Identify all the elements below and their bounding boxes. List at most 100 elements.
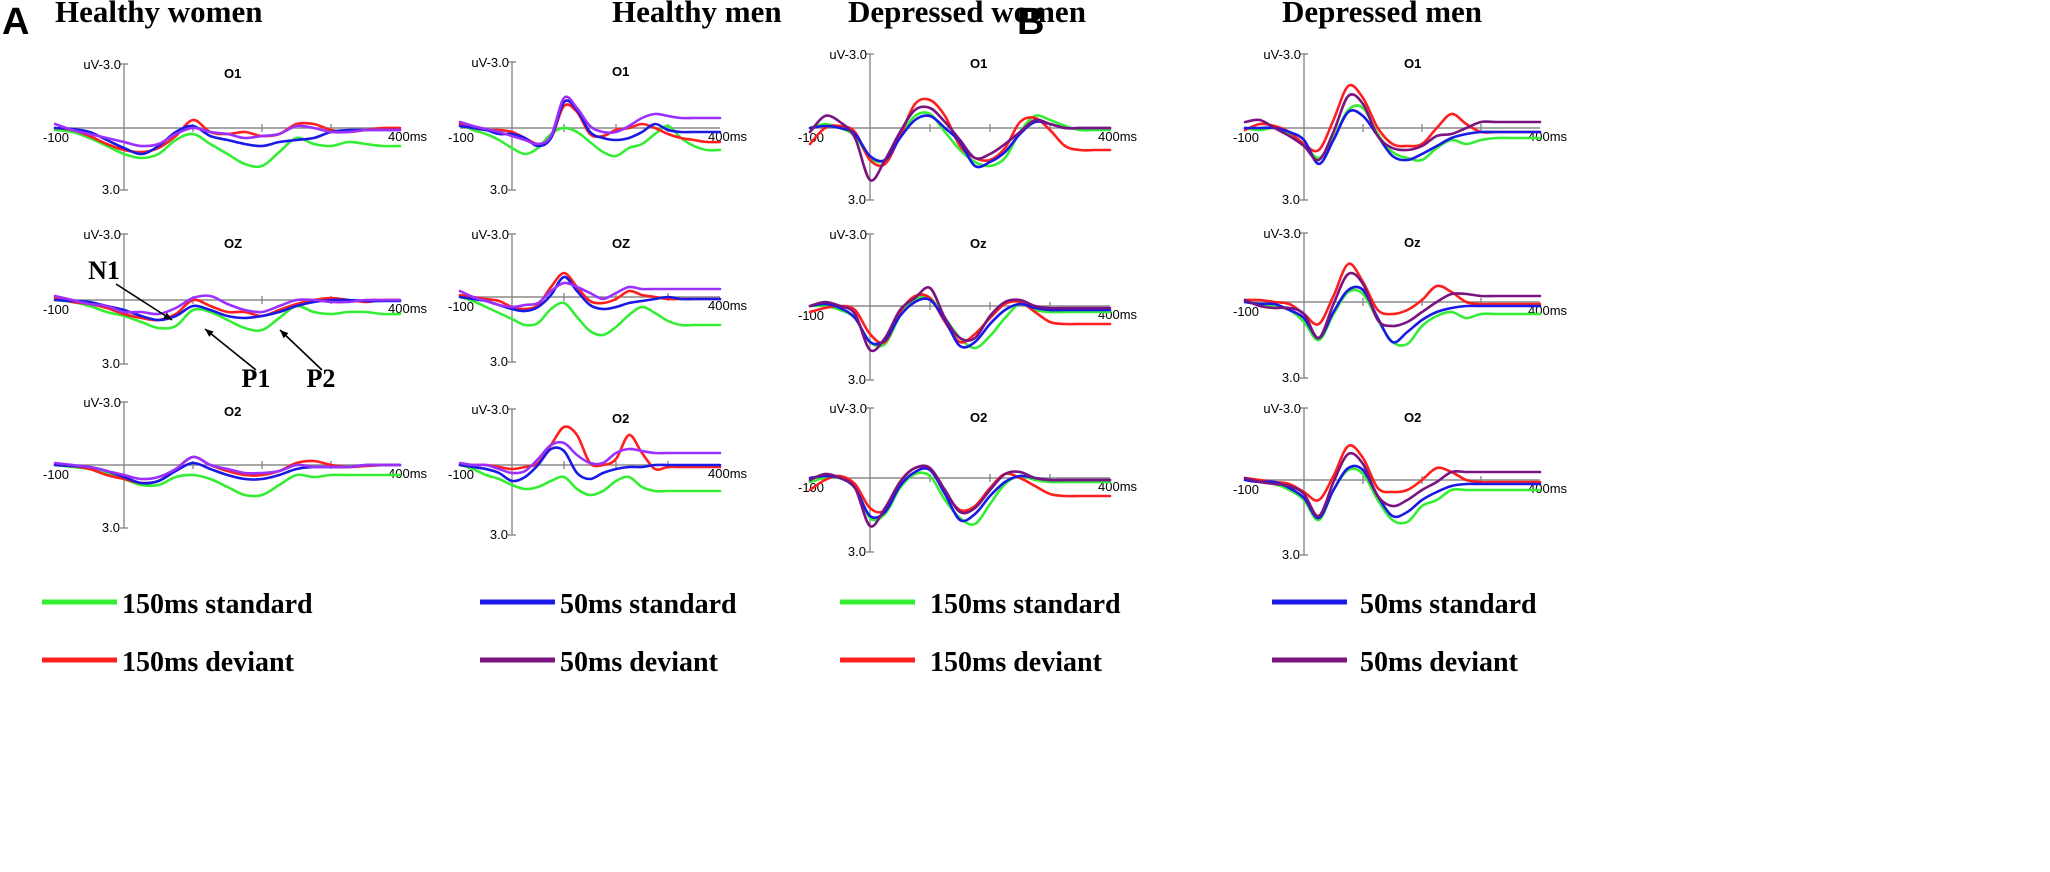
channel-label-o1: O1 (224, 66, 241, 81)
x-tick-label-right: 400ms (1098, 129, 1138, 144)
series-line-50ms-deviant (1243, 271, 1542, 340)
series-line-50ms-deviant (53, 294, 402, 316)
legend-label-150ms-deviant: 150ms deviant (930, 647, 1103, 678)
channel-label-o1: O1 (970, 56, 987, 71)
y-tick-label-top: uV-3.0 (1263, 226, 1301, 241)
series-line-150ms-standard (1243, 467, 1542, 525)
series-line-50ms-deviant (808, 105, 1112, 182)
channel-label-o2: O2 (224, 404, 241, 419)
series-line-50ms-standard (1243, 285, 1542, 344)
y-tick-label-top: uV-3.0 (829, 227, 867, 242)
series-line-150ms-deviant (1243, 444, 1542, 502)
series-line-150ms-standard (53, 463, 402, 498)
x-tick-label-left: -100 (43, 130, 69, 145)
annotation-n1: N1 (88, 256, 120, 285)
series-line-150ms-standard (53, 298, 402, 332)
y-tick-label-top: uV-3.0 (829, 47, 867, 62)
x-tick-label-left: -100 (798, 308, 824, 323)
series-line-50ms-deviant (1243, 93, 1542, 162)
legend: 50ms standard 50ms deviant (1272, 589, 1537, 678)
channel-label-oz: OZ (224, 236, 242, 251)
series-line-150ms-standard (53, 128, 402, 169)
series-line-50ms-deviant (53, 455, 402, 481)
series-line-150ms-standard (458, 463, 722, 497)
x-tick-label-right: 400ms (708, 298, 748, 313)
y-tick-label-top: uV-3.0 (1263, 401, 1301, 416)
x-tick-label-left: -100 (1233, 304, 1259, 319)
x-tick-label-left: -100 (1233, 482, 1259, 497)
annotation-arrowhead-p2 (280, 330, 289, 339)
y-tick-label-top: uV-3.0 (471, 402, 509, 417)
series-line-50ms-deviant (458, 95, 722, 146)
panel-letter-b: B (1017, 1, 1044, 43)
series-line-150ms-deviant (1243, 262, 1542, 326)
legend-label-150ms-deviant: 150ms deviant (122, 647, 295, 678)
channel-label-o2: O2 (1404, 410, 1421, 425)
channel-label-o1: O1 (1404, 56, 1421, 71)
series-line-50ms-standard (1243, 464, 1542, 520)
series-line-50ms-standard (1243, 109, 1542, 166)
erp-plot-grid: Healthy women uV-3.0 3.0 -100 400ms O1 uV-3.0 3… (42, 0, 1568, 678)
series-line-50ms-deviant (808, 464, 1112, 528)
x-tick-label-left: -100 (43, 302, 69, 317)
x-tick-label-right: 400ms (388, 301, 428, 316)
series-line-50ms-deviant (458, 281, 722, 309)
channel-label-oz: Oz (1404, 235, 1421, 250)
channel-label-o1: O1 (612, 64, 629, 79)
x-tick-label-left: -100 (448, 130, 474, 145)
series-line-50ms-standard (53, 124, 402, 156)
chart-healthy-women: Healthy women uV-3.0 3.0 -100 400ms O1 uV-3.0 3… (42, 0, 428, 678)
x-tick-label-right: 400ms (388, 466, 428, 481)
legend-label-50ms-standard: 50ms standard (1360, 589, 1537, 620)
legend: 50ms standard 50ms deviant (480, 589, 737, 678)
legend-label-150ms-standard: 150ms standard (930, 589, 1121, 620)
chart-healthy-men: Healthy men uV-3.0 3.0 -100 400ms O1 uV-3.0 3.0… (448, 0, 782, 678)
y-tick-label-top: uV-3.0 (471, 55, 509, 70)
y-tick-label-top: uV-3.0 (83, 57, 121, 72)
series-line-150ms-standard (458, 295, 722, 337)
series-line-150ms-deviant (458, 103, 722, 146)
annotation-arrowhead-n1 (163, 312, 172, 320)
legend: 150ms standard 150ms deviant (42, 589, 313, 678)
subplot-oz: uV-3.0 3.0 -100 400ms OZ (43, 227, 428, 371)
y-tick-label-bottom: 3.0 (848, 192, 866, 207)
x-tick-label-right: 400ms (708, 466, 748, 481)
series-line-50ms-deviant (1243, 451, 1542, 518)
series-line-150ms-standard (1243, 288, 1542, 347)
y-tick-label-bottom: 3.0 (1282, 547, 1300, 562)
series-line-50ms-deviant (53, 122, 402, 148)
channel-label-oz: Oz (970, 236, 987, 251)
y-tick-label-top: uV-3.0 (1263, 47, 1301, 62)
y-tick-label-bottom: 3.0 (102, 356, 120, 371)
y-tick-label-bottom: 3.0 (102, 520, 120, 535)
x-tick-label-left: -100 (448, 299, 474, 314)
annotation-arrow-p2 (279, 329, 323, 371)
annotation-arrowhead-p1 (205, 329, 214, 337)
series-line-150ms-standard (458, 122, 722, 158)
y-tick-label-bottom: 3.0 (490, 354, 508, 369)
series-line-50ms-deviant (458, 440, 722, 475)
panel-letter-a: A (2, 1, 29, 43)
legend: 150ms standard 150ms deviant (840, 589, 1121, 678)
series-line-150ms-standard (808, 295, 1112, 350)
series-line-50ms-standard (458, 446, 722, 483)
channel-label-o2: O2 (970, 410, 987, 425)
subplot-oz: uV-3.0 3.0 -100 400ms OZ (448, 227, 748, 369)
chart-title: Healthy men (612, 0, 782, 29)
series-line-150ms-deviant (808, 293, 1112, 345)
chart-title: Depressed men (1282, 0, 1482, 29)
legend-label-50ms-standard: 50ms standard (560, 589, 737, 620)
